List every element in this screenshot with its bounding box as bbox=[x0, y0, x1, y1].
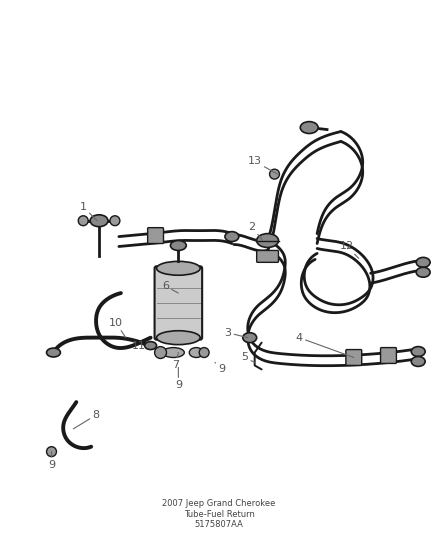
Ellipse shape bbox=[257, 233, 279, 247]
Text: 11: 11 bbox=[132, 341, 148, 351]
Text: 7: 7 bbox=[172, 352, 179, 370]
Circle shape bbox=[155, 346, 166, 359]
Circle shape bbox=[199, 348, 209, 358]
Text: 5: 5 bbox=[241, 352, 254, 362]
Text: 9: 9 bbox=[175, 367, 182, 390]
Circle shape bbox=[46, 447, 57, 457]
Ellipse shape bbox=[243, 333, 257, 343]
Text: 9: 9 bbox=[215, 362, 226, 374]
Ellipse shape bbox=[145, 342, 156, 350]
FancyBboxPatch shape bbox=[148, 228, 163, 244]
Text: 4: 4 bbox=[296, 333, 354, 358]
Text: 2: 2 bbox=[248, 222, 263, 240]
Circle shape bbox=[78, 216, 88, 225]
FancyBboxPatch shape bbox=[257, 251, 279, 262]
Ellipse shape bbox=[170, 240, 186, 251]
Ellipse shape bbox=[162, 348, 184, 358]
Text: 10: 10 bbox=[109, 318, 126, 338]
Ellipse shape bbox=[411, 357, 425, 366]
Circle shape bbox=[269, 169, 279, 179]
Text: 1: 1 bbox=[80, 202, 97, 221]
Ellipse shape bbox=[416, 268, 430, 277]
Ellipse shape bbox=[300, 122, 318, 133]
Ellipse shape bbox=[90, 215, 108, 227]
Text: 3: 3 bbox=[224, 328, 248, 338]
Ellipse shape bbox=[156, 331, 200, 345]
Text: 9: 9 bbox=[48, 451, 55, 470]
FancyBboxPatch shape bbox=[155, 266, 202, 340]
Circle shape bbox=[110, 216, 120, 225]
Ellipse shape bbox=[411, 346, 425, 357]
Ellipse shape bbox=[416, 257, 430, 268]
Ellipse shape bbox=[189, 348, 203, 358]
FancyBboxPatch shape bbox=[346, 350, 362, 366]
Text: 2007 Jeep Grand Cherokee
Tube-Fuel Return
5175807AA: 2007 Jeep Grand Cherokee Tube-Fuel Retur… bbox=[162, 499, 276, 529]
Text: 6: 6 bbox=[162, 281, 178, 293]
FancyBboxPatch shape bbox=[381, 348, 396, 364]
Ellipse shape bbox=[46, 348, 60, 357]
Ellipse shape bbox=[225, 232, 239, 241]
Text: 13: 13 bbox=[247, 156, 278, 174]
Ellipse shape bbox=[156, 261, 200, 275]
Text: 12: 12 bbox=[340, 241, 359, 259]
Text: 8: 8 bbox=[73, 410, 100, 429]
